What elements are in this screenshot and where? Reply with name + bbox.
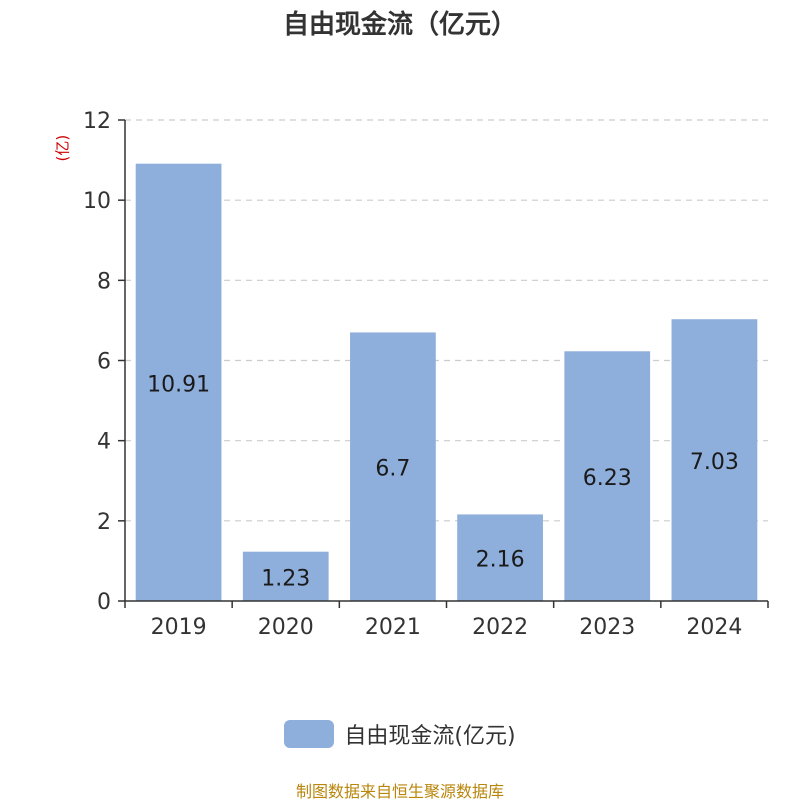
labels: 0 2 4 6 8 10 12 10.91 2019 1.23 2020 6.7 2021 2.16 202… [83,109,742,640]
x-tick-label: 2023 [579,615,635,640]
x-tick-label: 2019 [151,615,207,640]
legend: 自由现金流(亿元) [0,718,800,750]
y-tick-label: 10 [83,189,111,214]
bar [242,551,329,601]
bar [350,332,436,601]
data-label: 6.23 [583,466,632,491]
bar [671,319,758,601]
bar [564,351,651,601]
legend-label: 自由现金流(亿元) [344,724,516,749]
legend-swatch [284,720,335,748]
source-note: 制图数据来自恒生聚源数据库 [295,782,504,801]
data-label: 2.16 [476,548,525,573]
y-tick-label: 6 [97,350,111,375]
axes [118,119,769,608]
x-tick-label: 2022 [472,615,528,640]
grid-lines [125,119,768,522]
bars [135,163,758,601]
bar [457,514,543,601]
data-label: 6.7 [375,457,410,482]
y-tick-label: 0 [97,590,111,615]
y-tick-label: 4 [97,430,111,455]
x-tick-label: 2021 [365,615,421,640]
y-tick-label: 12 [83,109,111,134]
data-label: 10.91 [147,372,210,397]
data-label: 1.23 [261,566,310,591]
x-tick-label: 2024 [686,615,742,640]
y-tick-label: 8 [97,269,111,294]
data-label: 7.03 [690,450,739,475]
y-tick-label: 2 [97,510,111,535]
bar [135,163,222,601]
chart-title: 自由现金流（亿元） [282,10,517,40]
x-tick-label: 2020 [258,615,314,640]
